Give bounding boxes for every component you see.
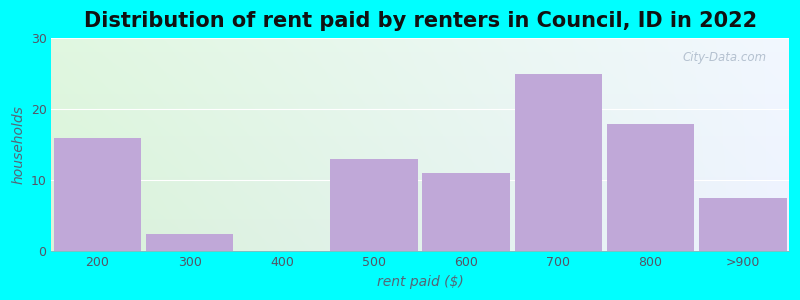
Bar [146,234,234,251]
Bar [514,74,602,251]
Bar [330,159,418,251]
Y-axis label: households: households [11,105,25,184]
X-axis label: rent paid ($): rent paid ($) [377,275,463,289]
Bar [699,198,786,251]
Bar [54,138,142,251]
Text: City-Data.com: City-Data.com [682,51,766,64]
Bar [607,124,694,251]
Bar [422,173,510,251]
Title: Distribution of rent paid by renters in Council, ID in 2022: Distribution of rent paid by renters in … [83,11,757,31]
